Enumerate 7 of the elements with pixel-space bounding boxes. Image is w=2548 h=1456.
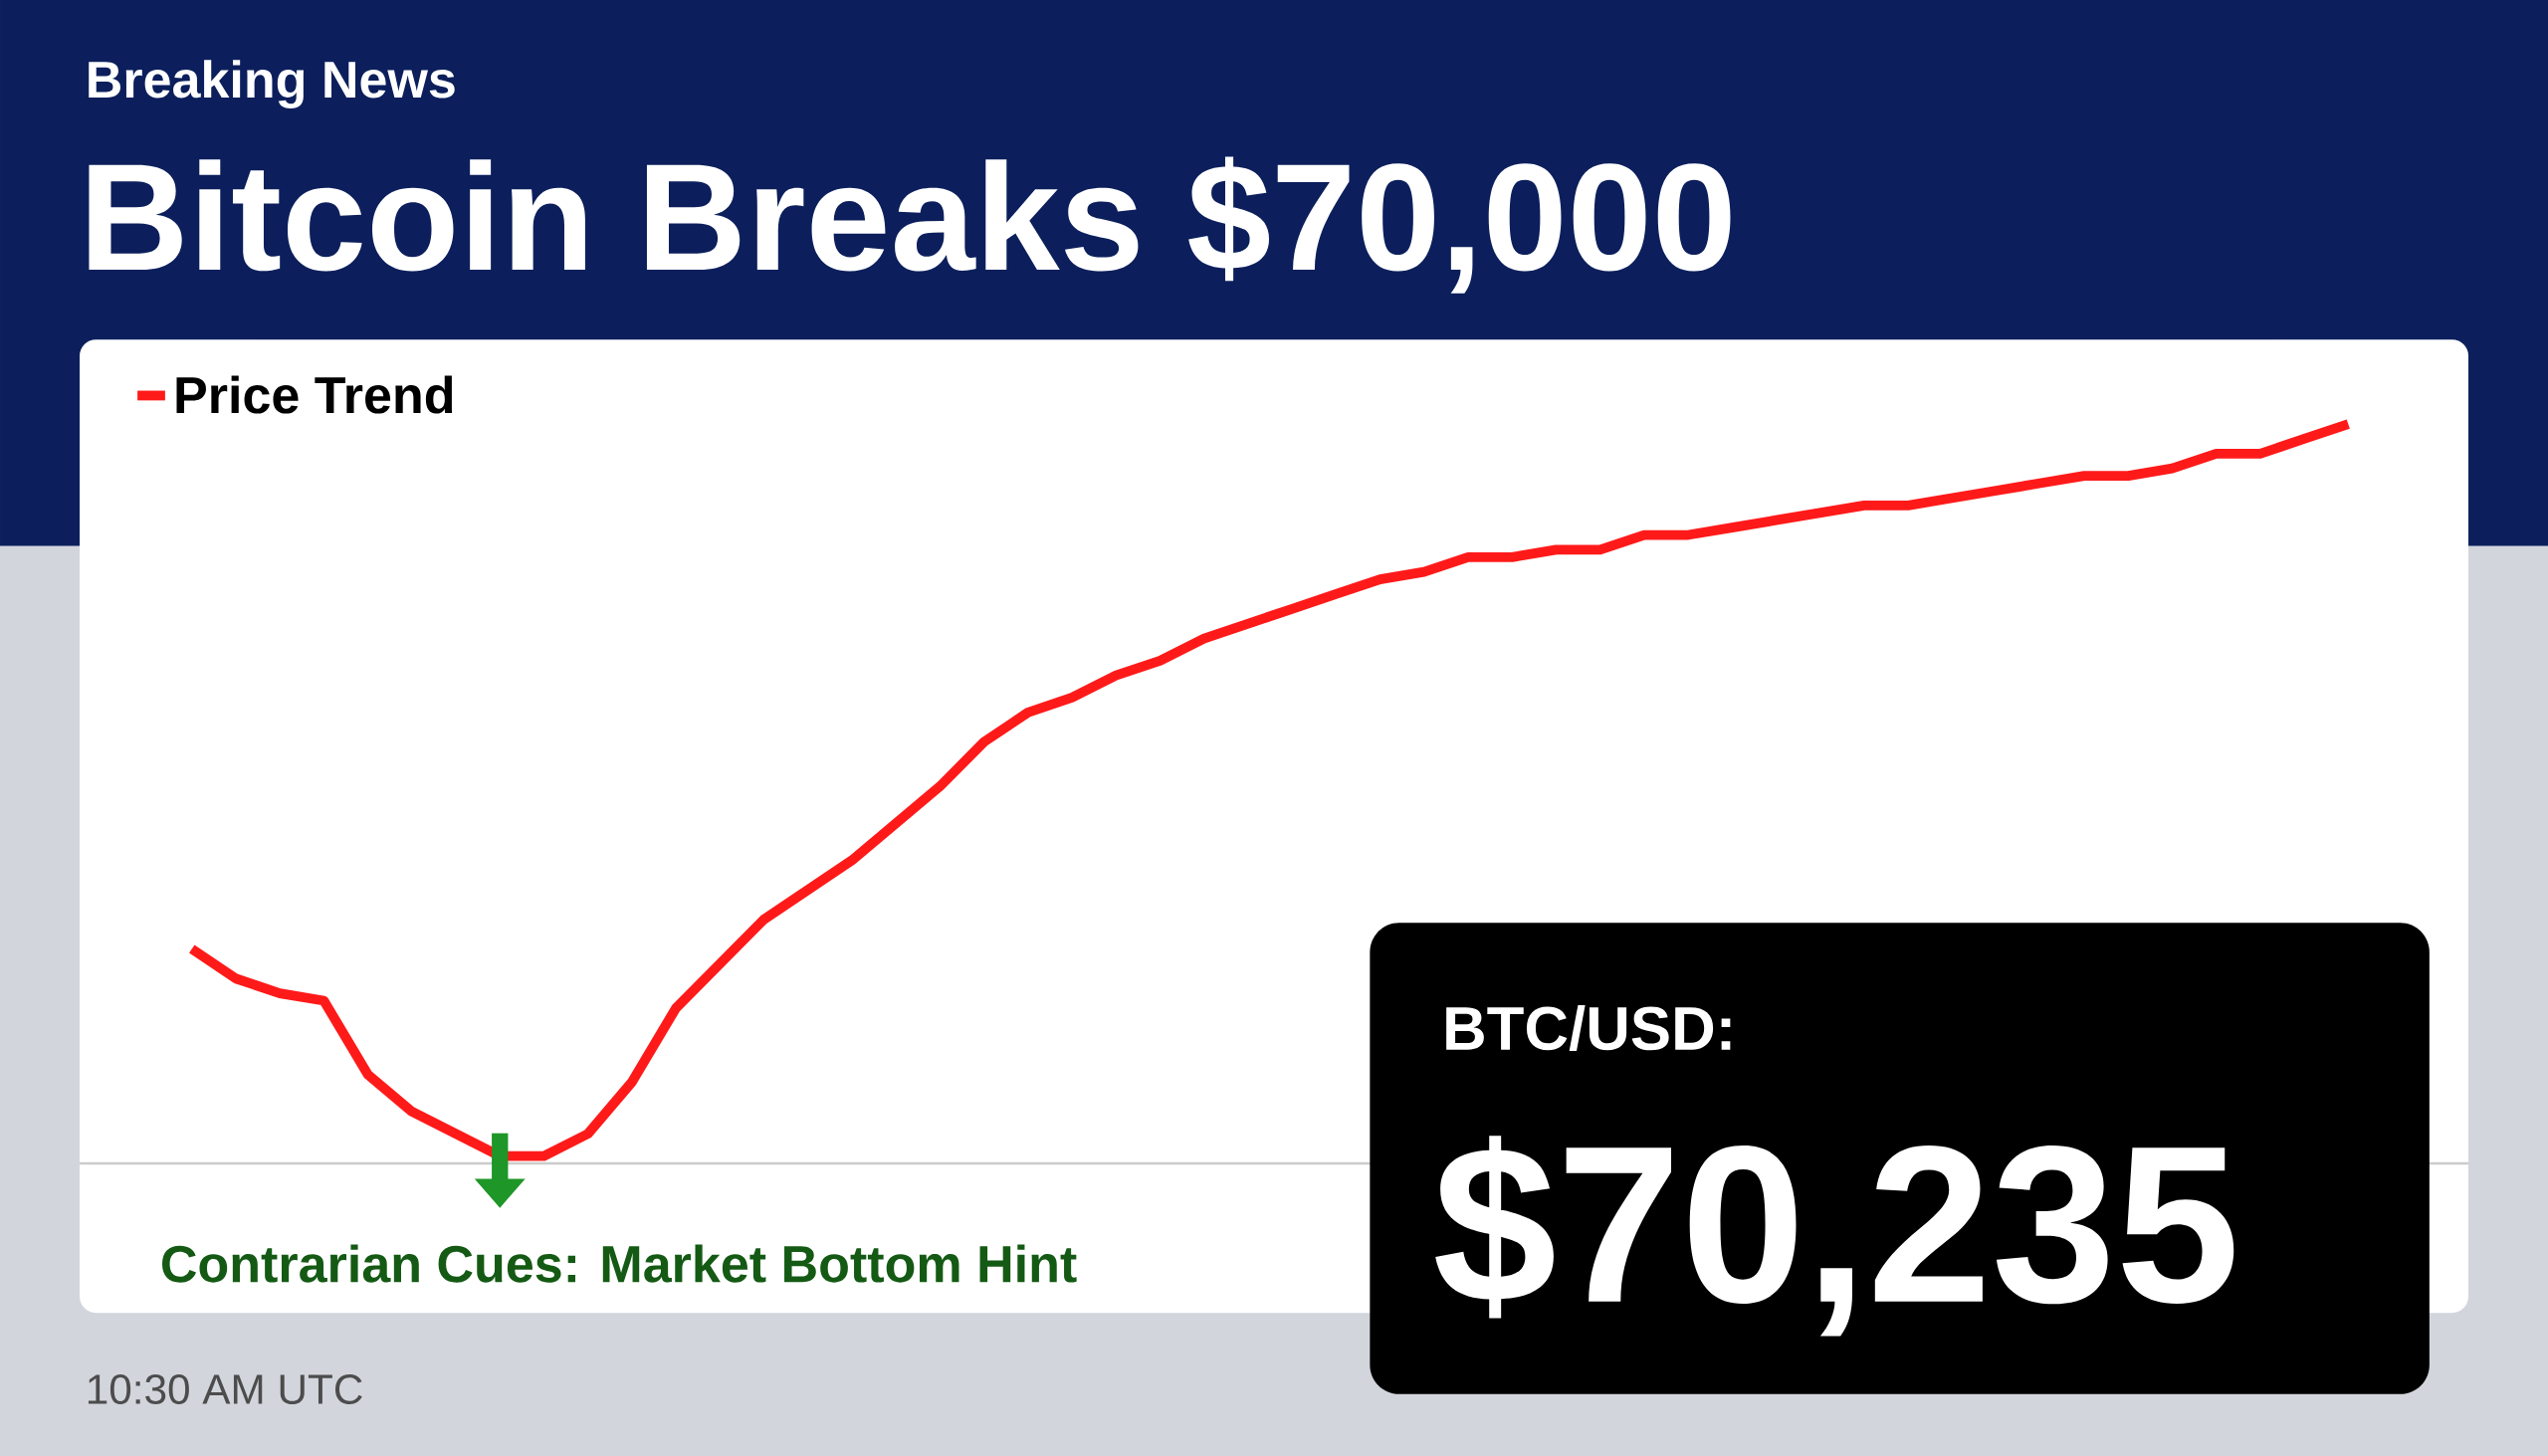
text: 10:30 AM UTC bbox=[88, 1374, 362, 1405]
chart-title: Bitcoin Breaks $70,000 bbox=[89, 156, 1731, 294]
text: Contrarian Cues: Market Bottom Hint bbox=[162, 1244, 1077, 1283]
annotation: BTC/USD: bbox=[1446, 1004, 1731, 1052]
annotation: $70,235 bbox=[1435, 1136, 2234, 1337]
legend-label: Price Trend bbox=[176, 375, 453, 414]
chart-subtitle: Breaking News bbox=[89, 60, 455, 109]
